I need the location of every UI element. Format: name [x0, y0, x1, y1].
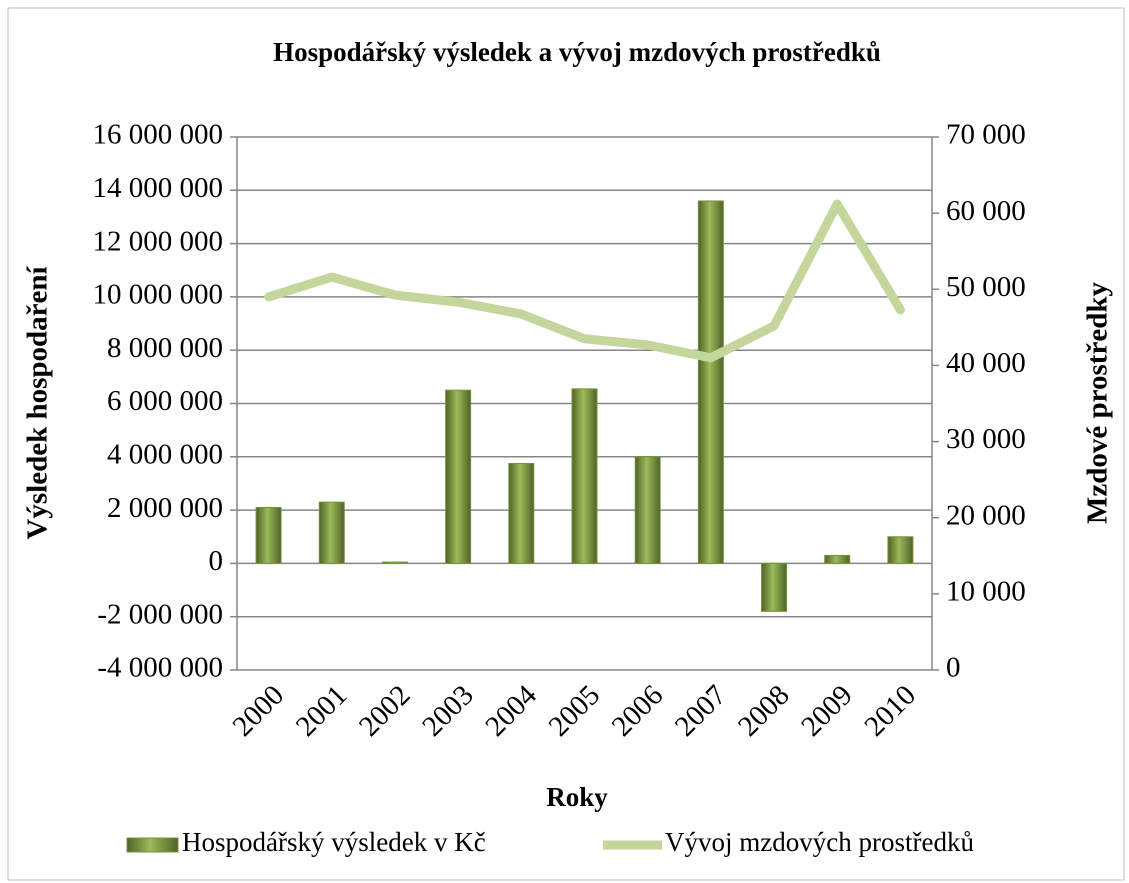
y-tick-label: -2 000 000 [97, 598, 223, 630]
bar [824, 554, 851, 564]
bar [318, 501, 345, 564]
bar [761, 562, 788, 612]
y2-tick-label: 40 000 [946, 347, 1026, 379]
x-tick-label: 2007 [669, 679, 733, 743]
y2-tick-label: 0 [946, 652, 961, 684]
bar [445, 389, 472, 564]
y-tick-label: 12 000 000 [93, 225, 224, 257]
x-tick-label: 2008 [732, 679, 796, 743]
bar [697, 200, 724, 564]
y2-tick-label: 30 000 [946, 423, 1026, 455]
y-tick-label: 8 000 000 [107, 332, 223, 364]
y2-tick-label: 60 000 [946, 195, 1026, 227]
y2-tick-label: 70 000 [946, 119, 1026, 151]
legend-label: Hospodářský výsledek v Kč [182, 827, 486, 857]
x-axis-title: Roky [546, 782, 608, 812]
y2-tick-label: 50 000 [946, 271, 1026, 303]
legend-label: Vývoj mzdových prostředků [665, 827, 974, 857]
y2-tick-label: 10 000 [946, 576, 1026, 608]
y-tick-label: 16 000 000 [93, 119, 224, 151]
y-tick-label: 6 000 000 [107, 385, 223, 417]
chart-title: Hospodářský výsledek a vývoj mzdových pr… [273, 37, 881, 67]
legend-swatch [126, 837, 179, 853]
y-tick-label: 0 [209, 545, 224, 577]
bar [381, 561, 408, 564]
x-tick-label: 2002 [353, 679, 417, 743]
bar [634, 456, 661, 564]
x-tick-label: 2010 [858, 679, 922, 743]
y2-tick-label: 20 000 [946, 499, 1026, 531]
y-tick-label: 2 000 000 [107, 492, 223, 524]
frame [7, 7, 1125, 881]
x-tick-label: 2003 [416, 679, 480, 743]
y-axis-title: Výsledek hospodaření [22, 265, 54, 539]
x-tick-label: 2001 [290, 679, 354, 743]
y-tick-label: 10 000 000 [93, 279, 224, 311]
bar [887, 536, 914, 564]
x-tick-label: 2004 [479, 679, 543, 743]
y2-axis-title: Mzdové prostředky [1082, 282, 1114, 524]
y-tick-label: -4 000 000 [97, 652, 223, 684]
x-tick-label: 2005 [543, 679, 607, 743]
y-tick-label: 14 000 000 [93, 172, 224, 204]
x-tick-label: 2006 [606, 679, 670, 743]
y-tick-label: 4 000 000 [107, 438, 223, 470]
bar [571, 388, 598, 564]
x-tick-label: 2000 [227, 679, 291, 743]
x-tick-label: 2009 [795, 679, 859, 743]
line-series [264, 199, 905, 363]
bar [508, 462, 535, 564]
bar [255, 506, 282, 564]
